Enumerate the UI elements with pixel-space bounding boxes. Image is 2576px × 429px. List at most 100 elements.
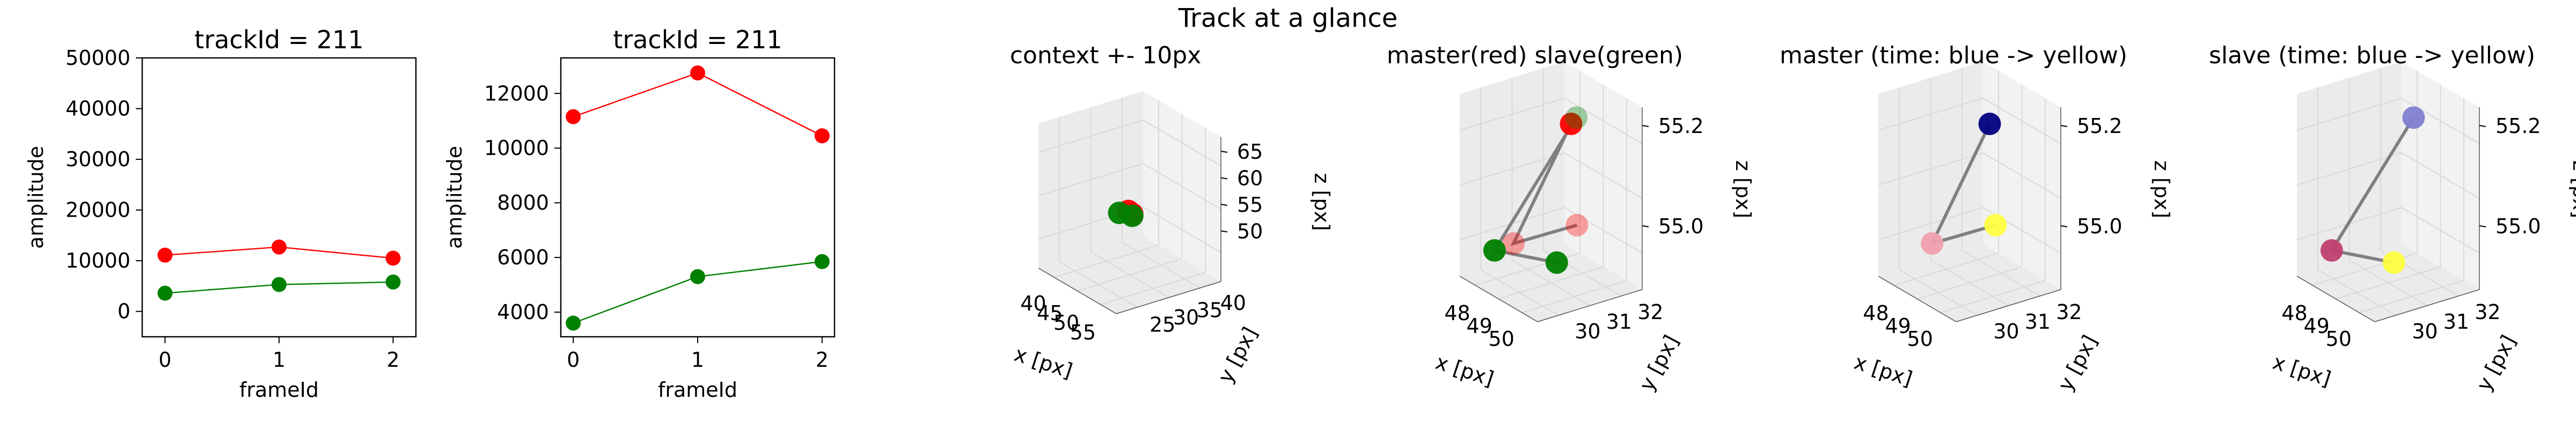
- grid-line: [2401, 98, 2480, 144]
- y-axis-label: y [px]: [1635, 331, 1684, 395]
- data-point: [1560, 113, 1583, 135]
- z-tick: [2060, 125, 2068, 127]
- y-tick-label: 10000: [484, 136, 549, 160]
- z-axis-label: z [px]: [1310, 173, 1334, 231]
- x-tick-label: 0: [567, 348, 580, 372]
- x-tick-label: 49: [1466, 314, 1492, 338]
- y-tick-label: 31: [2025, 310, 2051, 334]
- x-tick-label: 1: [691, 348, 704, 372]
- x-axis-label: x [px]: [1433, 350, 1497, 391]
- y-tick-label: 30: [1173, 306, 1199, 329]
- x-tick-label: 48: [2281, 301, 2307, 325]
- grid-line: [1930, 260, 2009, 306]
- grid-line: [1962, 250, 2040, 297]
- y-axis-label: amplitude: [24, 146, 48, 249]
- data-point: [157, 285, 173, 301]
- z-axis-label: z [px]: [1731, 160, 1755, 218]
- x-tick-label: 50: [1907, 327, 1933, 351]
- x-axis-label: frameId: [658, 378, 737, 402]
- x-tick-label: 49: [1885, 314, 1911, 338]
- axes-frame: [141, 57, 417, 338]
- z-tick: [2060, 225, 2068, 227]
- y-tick-label: 31: [1606, 310, 1632, 334]
- grid-line: [1143, 163, 1221, 210]
- axis-edge: [1956, 289, 2061, 322]
- y-tick-label: 32: [2056, 300, 2082, 324]
- data-point: [157, 247, 173, 263]
- grid-line: [1564, 152, 1643, 199]
- data-point: [690, 269, 705, 284]
- x-tick-label: 50: [1489, 327, 1514, 351]
- chart-title: master(red) slave(green): [1387, 42, 1683, 69]
- grid-line: [2348, 260, 2428, 306]
- grid-line: [1564, 98, 1643, 144]
- x-tick-label: 0: [158, 348, 171, 372]
- figure-title: Track at a glance: [1178, 3, 1398, 33]
- track-connector: [1510, 123, 1578, 246]
- z-axis-label: z [px]: [2150, 160, 2174, 218]
- grid-line: [1511, 260, 1591, 306]
- data-point: [1545, 251, 1568, 274]
- z-tick-label: 55.0: [2496, 214, 2541, 238]
- y-tick-label: 32: [2475, 300, 2500, 324]
- chart-title: trackId = 211: [613, 25, 782, 54]
- grid-line: [1878, 98, 1984, 131]
- data-point: [2402, 106, 2425, 129]
- z-tick: [1642, 125, 1649, 127]
- grid-line: [1878, 152, 1984, 186]
- x-tick-label: 45: [1037, 301, 1063, 325]
- chart-title: master (time: blue -> yellow): [1780, 42, 2127, 69]
- line-chart-1: trackId = 211 frameId amplitude 0 1 2 0 10000 20…: [24, 25, 417, 402]
- x-tick-label: 50: [1053, 311, 1079, 335]
- y-tick-label: 12000: [484, 82, 549, 105]
- z-tick-label: 55.0: [1658, 214, 1704, 238]
- x-axis-label: x [px]: [1851, 350, 1915, 391]
- x-tick-label: 48: [1863, 301, 1889, 325]
- y-tick-label: 31: [2443, 310, 2469, 334]
- x-tick-label: 48: [1444, 301, 1470, 325]
- z-tick: [1220, 204, 1228, 206]
- z-tick-label: 60: [1237, 167, 1263, 190]
- data-point: [272, 239, 287, 255]
- x-axis-label: x [px]: [2270, 350, 2334, 391]
- x-tick-label: 2: [816, 348, 829, 372]
- grid-line: [1521, 280, 1627, 313]
- x-tick-label: 49: [2303, 314, 2329, 338]
- data-point: [1978, 113, 2001, 135]
- x-tick-label: 50: [2326, 327, 2352, 351]
- z-tick: [2479, 225, 2486, 227]
- z-tick: [1642, 225, 1649, 227]
- data-point: [566, 109, 581, 124]
- data-point: [1565, 213, 1589, 236]
- y-tick-label: 30: [2412, 320, 2438, 343]
- data-point: [1121, 204, 1144, 227]
- grid-line: [2401, 152, 2480, 199]
- data-point: [566, 315, 581, 331]
- z-tick-label: 55.0: [2077, 214, 2123, 238]
- data-point: [1984, 213, 2007, 236]
- data-point: [1565, 106, 1588, 129]
- grid-line: [1982, 98, 2061, 144]
- z-tick-label: 55.2: [2077, 114, 2123, 138]
- data-point: [814, 254, 830, 269]
- x-tick-label: 40: [1020, 292, 1046, 315]
- grid-line: [1122, 242, 1201, 289]
- series-line: [573, 72, 823, 137]
- grid-line: [2296, 98, 2402, 131]
- axis-edge: [1878, 276, 1957, 322]
- x-tick-label: 1: [273, 348, 286, 372]
- y-axis-label: y [px]: [2053, 331, 2102, 395]
- z-tick-label: 55.2: [2496, 114, 2541, 138]
- y-tick-label: 4000: [497, 300, 549, 324]
- y-tick-label: 40: [1220, 291, 1246, 315]
- data-point: [385, 250, 401, 266]
- grid-line: [1940, 280, 2046, 313]
- grid-line: [1100, 272, 1206, 305]
- grid-line: [1143, 120, 1221, 166]
- y-tick-label: 25: [1150, 313, 1175, 336]
- grid-line: [2296, 152, 2402, 186]
